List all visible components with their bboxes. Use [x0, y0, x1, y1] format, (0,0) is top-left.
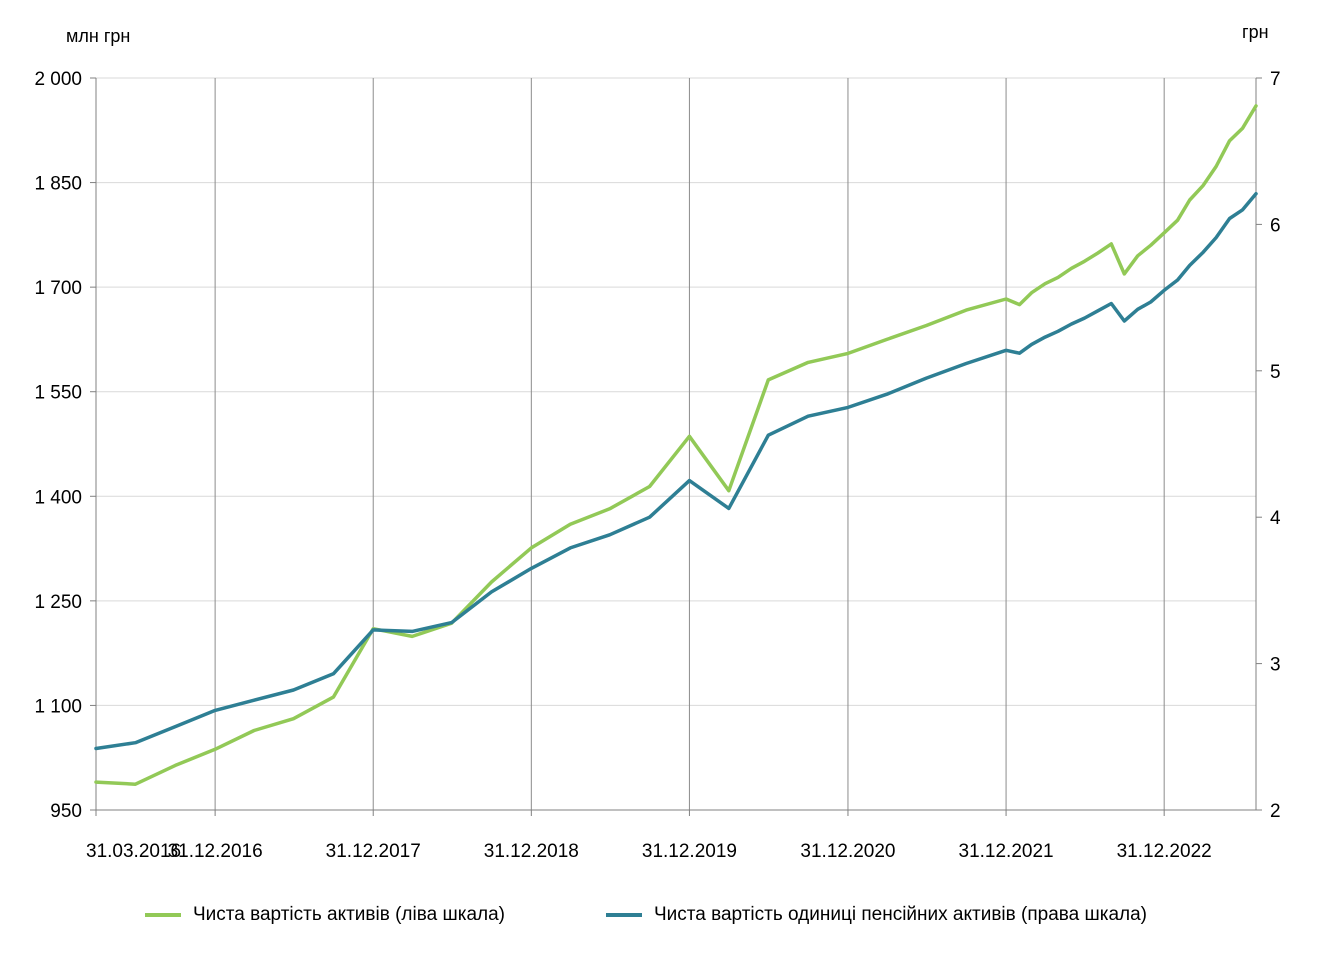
legend-swatch-unit-value — [606, 913, 642, 917]
left-tick-label: 1 700 — [34, 278, 82, 299]
legend-label-unit-value: Чиста вартість одиниці пенсійних активів… — [654, 904, 1148, 925]
right-tick-label: 5 — [1270, 362, 1281, 383]
right-tick-label: 6 — [1270, 215, 1281, 236]
x-tick-label: 31.12.2022 — [1117, 841, 1212, 862]
right-tick-label: 2 — [1270, 801, 1281, 822]
left-tick-label: 1 850 — [34, 174, 82, 195]
grid-lines — [96, 77, 1256, 811]
left-tick-label: 1 250 — [34, 592, 82, 613]
left-tick-label: 1 100 — [34, 696, 82, 717]
left-tick-label: 1 400 — [34, 487, 82, 508]
legend-item-unit-value: Чиста вартість одиниці пенсійних активів… — [606, 904, 1147, 926]
series-line-unit-value — [94, 191, 1258, 751]
x-tick-label: 31.12.2018 — [484, 841, 579, 862]
right-tick-label: 3 — [1270, 655, 1281, 676]
x-tick-label: 31.12.2016 — [168, 841, 263, 862]
axes: 2 000 1 850 1 700 1 550 1 400 1 250 1 100 950 7 6… — [34, 69, 1281, 862]
left-tick-label: 2 000 — [34, 69, 82, 90]
x-tick-label: 31.12.2019 — [642, 841, 737, 862]
right-axis-unit: грн — [1242, 22, 1269, 42]
x-tick-label: 31.03.2016 — [86, 841, 181, 862]
left-axis-unit: млн грн — [66, 26, 131, 46]
left-tick-label: 950 — [50, 801, 82, 822]
legend-label-net-assets: Чиста вартість активів (ліва шкала) — [193, 904, 505, 925]
legend-swatch-net-assets — [145, 913, 181, 917]
series-line-net-assets — [94, 104, 1258, 786]
left-tick-label: 1 550 — [34, 383, 82, 404]
right-tick-label: 7 — [1270, 69, 1281, 90]
right-tick-label: 4 — [1270, 508, 1281, 529]
x-tick-label: 31.12.2021 — [959, 841, 1054, 862]
legend-item-net-assets: Чиста вартість активів (ліва шкала) — [145, 904, 505, 926]
series-lines — [94, 104, 1258, 786]
x-tick-label: 31.12.2020 — [800, 841, 895, 862]
x-tick-label: 31.12.2017 — [326, 841, 421, 862]
